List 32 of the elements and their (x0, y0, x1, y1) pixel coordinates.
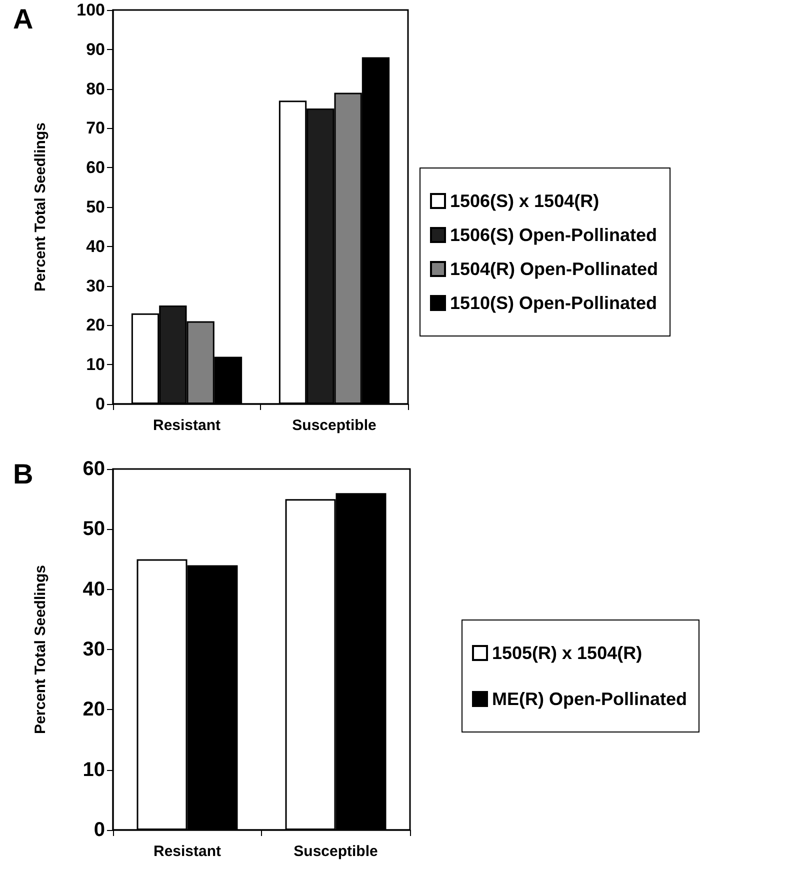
y-tick-label: 10 (82, 758, 105, 781)
y-tick-label: 20 (86, 316, 105, 335)
y-tick-label: 50 (86, 198, 105, 216)
x-tick-label: Resistant (152, 417, 221, 434)
x-tick-label: Resistant (153, 843, 222, 860)
x-tick-label: Susceptible (294, 843, 378, 860)
y-tick-label: 80 (86, 79, 105, 98)
legend-label: 1506(S) Open-Pollinated (450, 225, 658, 245)
chart-title: A (13, 4, 34, 34)
y-tick-label: 40 (86, 236, 105, 256)
chart-title: B (13, 458, 34, 490)
y-axis-title: Percent Total Seedlings (32, 565, 49, 734)
y-tick-label: 10 (86, 355, 105, 374)
y-tick-label: 100 (76, 0, 105, 20)
y-tick-label: 90 (86, 40, 105, 59)
legend-label: 1510(S) Open-Pollinated (450, 293, 658, 313)
legend-label: 1505(R) x 1504(R) (492, 643, 642, 663)
y-tick-label: 40 (82, 578, 105, 600)
y-tick-label: 60 (86, 158, 105, 178)
x-tick-label: Susceptible (292, 417, 376, 434)
legend-label: ME(R) Open-Pollinated (492, 689, 687, 709)
legend-label: 1504(R) Open-Pollinated (450, 259, 658, 279)
y-tick-label: 70 (86, 118, 105, 138)
y-tick-label: 60 (82, 458, 105, 480)
y-tick-label: 30 (86, 276, 105, 296)
y-tick-label: 0 (96, 394, 105, 414)
legend-label: 1506(S) x 1504(R) (450, 191, 600, 211)
y-tick-label: 50 (82, 518, 105, 540)
y-tick-label: 30 (82, 638, 105, 660)
y-tick-label: 0 (94, 819, 105, 841)
y-tick-label: 20 (82, 698, 105, 721)
y-axis-title: Percent Total Seedlings (32, 122, 49, 292)
